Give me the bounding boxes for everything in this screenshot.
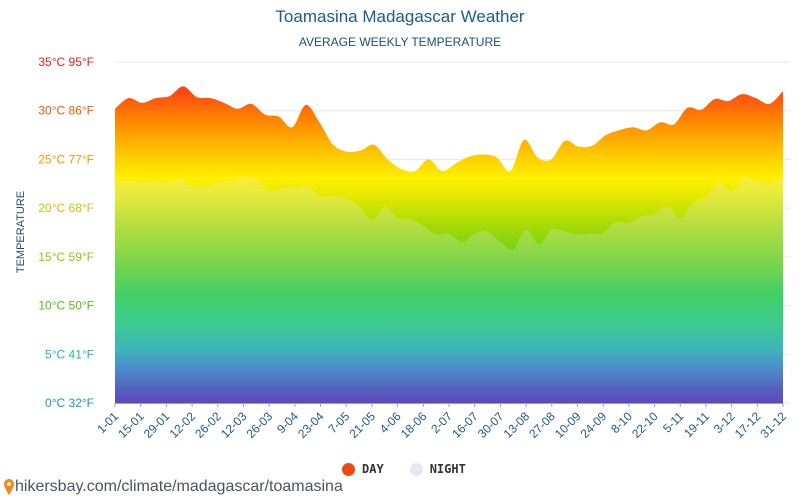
x-tick-label: 12-03 [218,409,250,441]
x-tick-label: 12-02 [167,409,199,441]
chart-legend: DAY NIGHT [342,462,492,476]
legend-day-swatch [342,462,355,476]
night-series-area [115,176,783,403]
source-link[interactable]: hikersbay.com/climate/madagascar/toamasi… [4,478,343,496]
chart-title: Toamasina Madagascar Weather [275,7,525,26]
legend-night-label: NIGHT [429,462,466,476]
y-tick-label: 15°C 59°F [38,250,94,264]
x-tick-label: 22-10 [629,409,661,441]
legend-day-label: DAY [362,462,384,476]
x-tick-label: 18-06 [398,409,430,441]
chart-subtitle: AVERAGE WEEKLY TEMPERATURE [298,35,502,49]
x-tick-label: 23-04 [295,409,327,441]
y-tick-label: 30°C 86°F [38,104,94,118]
y-tick-label: 10°C 50°F [38,299,94,313]
day-series-area [115,86,783,404]
x-tick-label: 30-07 [475,409,507,441]
y-tick-label: 20°C 68°F [38,201,94,215]
x-tick-label: 31-12 [758,409,790,441]
x-tick-label: 26-03 [244,409,276,441]
legend-item-day[interactable]: DAY [342,462,384,476]
legend-item-night[interactable]: NIGHT [409,462,466,476]
y-tick-label: 5°C 41°F [45,347,94,361]
x-tick-label: 10-09 [552,409,584,441]
x-tick-label: 15-01 [115,409,147,441]
map-pin-icon [4,479,14,495]
y-tick-label: 0°C 32°F [45,396,94,410]
source-url[interactable]: hikersbay.com/climate/madagascar/toamasi… [15,478,343,495]
y-tick-label: 35°C 95°F [38,55,94,69]
y-tick-label: 25°C 77°F [38,152,94,166]
x-tick-label: 29-01 [141,409,173,441]
x-tick-label: 17-12 [732,409,764,441]
x-tick-label: 19-11 [681,409,712,440]
x-tick-label: 26-02 [192,409,224,441]
x-tick-label: 24-09 [578,409,610,441]
x-tick-label: 16-07 [449,409,481,441]
x-tick-label: 27-08 [526,409,558,441]
x-tick-label: 13-08 [501,409,533,441]
x-tick-label: 21-05 [346,409,378,441]
legend-night-swatch [409,462,423,476]
